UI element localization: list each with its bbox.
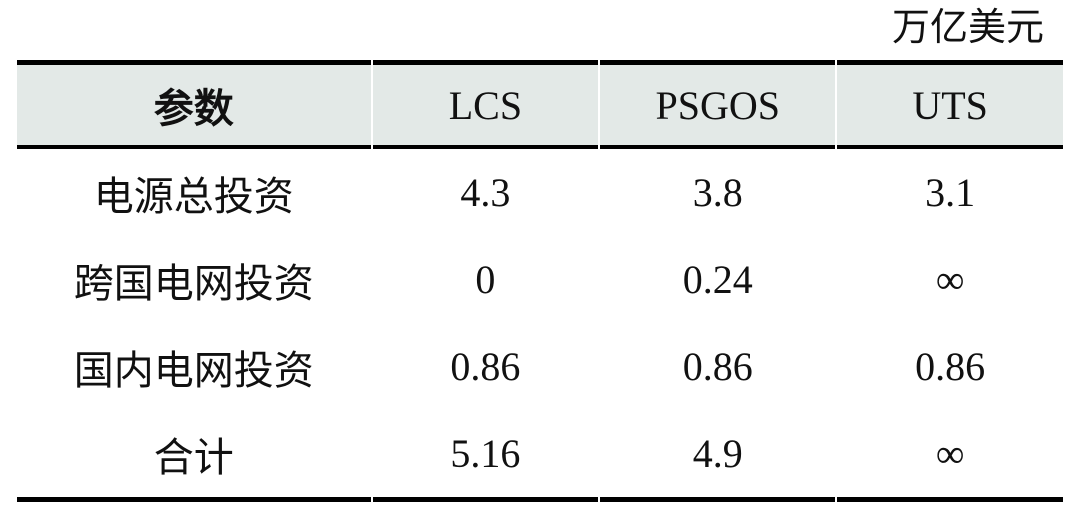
row-label: 电源总投资 (17, 149, 371, 236)
unit-label: 万亿美元 (891, 7, 1044, 49)
header-cell-psgos: PSGOS (600, 60, 836, 149)
cell-value: 0 (372, 236, 599, 323)
cell-value: 5.16 (372, 410, 599, 502)
header-cell-lcs: LCS (372, 60, 599, 149)
cell-value: 3.1 (837, 149, 1063, 236)
investment-table: 参数 LCS PSGOS UTS 电源总投资 4.3 3.8 3.1 跨国电网投… (15, 60, 1065, 502)
cell-value: 4.3 (372, 149, 599, 236)
cell-value: ∞ (837, 236, 1063, 323)
table-row-crossborder-grid-investment: 跨国电网投资 0 0.24 ∞ (17, 236, 1063, 323)
header-cell-uts: UTS (837, 60, 1063, 149)
cell-value: ∞ (837, 410, 1063, 502)
row-label: 跨国电网投资 (17, 236, 371, 323)
cell-value: 0.86 (837, 323, 1063, 410)
header-cell-parameter: 参数 (17, 60, 371, 149)
cell-value: 0.24 (600, 236, 836, 323)
cell-value: 0.86 (600, 323, 836, 410)
row-label: 国内电网投资 (17, 323, 371, 410)
table-row-power-investment: 电源总投资 4.3 3.8 3.1 (17, 149, 1063, 236)
header-row: 参数 LCS PSGOS UTS (17, 60, 1063, 149)
table-row-domestic-grid-investment: 国内电网投资 0.86 0.86 0.86 (17, 323, 1063, 410)
cell-value: 3.8 (600, 149, 836, 236)
row-label: 合计 (17, 410, 371, 502)
cell-value: 4.9 (600, 410, 836, 502)
cell-value: 0.86 (372, 323, 599, 410)
table-row-total: 合计 5.16 4.9 ∞ (17, 410, 1063, 502)
